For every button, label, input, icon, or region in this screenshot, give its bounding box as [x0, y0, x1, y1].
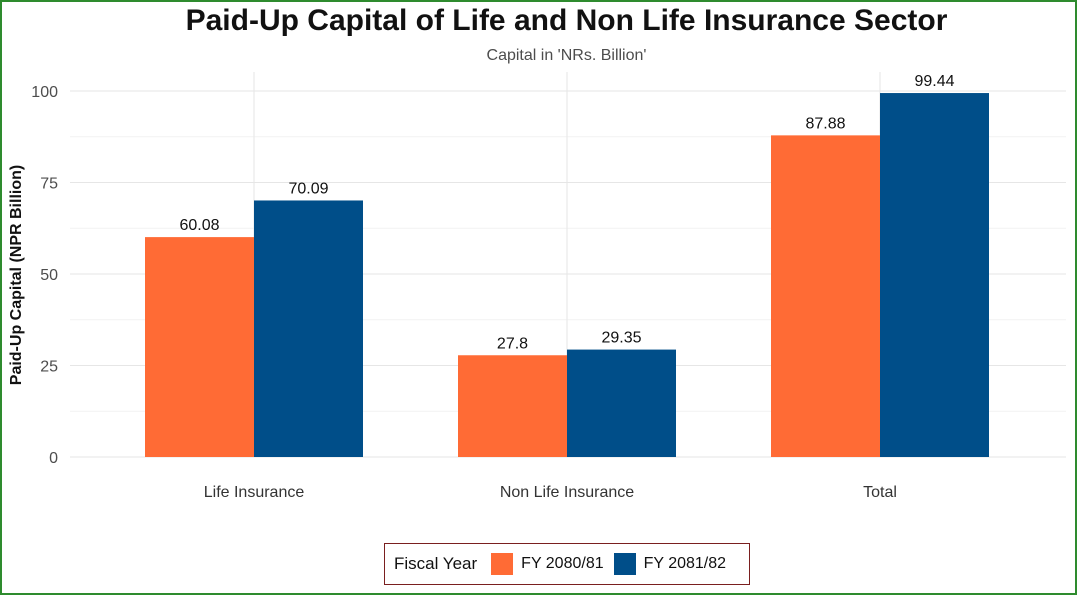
- x-axis-ticks: Life Insurance Non Life Insurance Total: [204, 484, 897, 501]
- legend-label: FY 2080/81: [521, 555, 604, 572]
- y-tick-label: 50: [40, 267, 58, 284]
- y-tick-label: 75: [40, 176, 58, 193]
- bars: [145, 93, 989, 458]
- bar-non-life-insurance-fy-2081-82: [567, 349, 676, 457]
- legend-item-fy-2081-82: FY 2081/82: [613, 553, 727, 575]
- chart-title: Paid-Up Capital of Life and Non Life Ins…: [185, 4, 948, 37]
- data-label-life-insurance-fy-2080-81: 60.08: [179, 217, 219, 234]
- x-tick-label-non-life-insurance: Non Life Insurance: [500, 484, 634, 501]
- y-axis-ticks: 0 25 50 75 100: [31, 84, 58, 467]
- y-axis-label: Paid-Up Capital (NPR Billion): [8, 164, 25, 386]
- data-label-non-life-insurance-fy-2080-81: 27.8: [497, 335, 528, 352]
- data-label-non-life-insurance-fy-2081-82: 29.35: [601, 330, 641, 347]
- legend: Fiscal Year FY 2080/81 FY 2081/82: [384, 543, 750, 585]
- bar-total-fy-2080-81: [771, 135, 880, 458]
- bar-total-fy-2081-82: [880, 93, 989, 458]
- bar-life-insurance-fy-2081-82: [254, 200, 363, 458]
- legend-label: FY 2081/82: [643, 555, 727, 572]
- legend-title: Fiscal Year: [394, 554, 478, 573]
- legend-swatch-fy-2080-81: [491, 553, 514, 575]
- x-tick-label-life-insurance: Life Insurance: [204, 484, 305, 501]
- bar-life-insurance-fy-2080-81: [145, 237, 254, 457]
- legend-item-fy-2080-81: FY 2080/81: [491, 553, 604, 575]
- x-tick-label-total: Total: [863, 484, 897, 501]
- data-label-total-fy-2080-81: 87.88: [805, 115, 845, 132]
- data-labels: 60.08 70.09 27.8 29.35 87.88 99.44: [179, 73, 954, 352]
- data-label-total-fy-2081-82: 99.44: [914, 73, 954, 90]
- y-tick-label: 25: [40, 359, 58, 376]
- chart-subtitle: Capital in 'NRs. Billion': [486, 47, 647, 64]
- legend-swatch-fy-2081-82: [613, 553, 636, 575]
- y-tick-label: 100: [31, 84, 58, 101]
- y-tick-label: 0: [49, 450, 58, 467]
- data-label-life-insurance-fy-2081-82: 70.09: [288, 180, 328, 197]
- bar-non-life-insurance-fy-2080-81: [458, 355, 567, 457]
